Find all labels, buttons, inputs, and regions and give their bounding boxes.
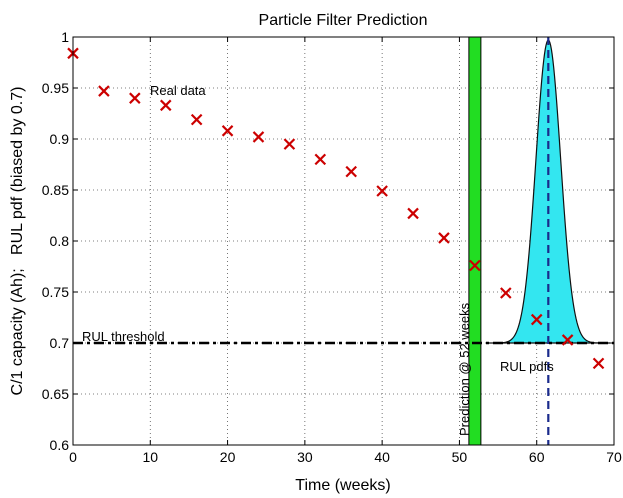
y-tick-label: 0.9 (50, 131, 70, 147)
y-axis-ticks: 0.6 0.65 0.7 0.75 0.8 0.85 0.9 0.95 1 (42, 29, 614, 453)
data-point (159, 99, 172, 112)
data-point (314, 153, 327, 166)
data-point (500, 287, 512, 299)
data-point (98, 85, 110, 97)
rul-threshold-label: RUL threshold (82, 329, 165, 344)
x-tick-label: 10 (142, 449, 158, 465)
data-point (221, 125, 234, 137)
prediction-label: Prediction @ 52 weeks (457, 302, 472, 436)
y-tick-label: 0.8 (50, 233, 70, 249)
data-point-stroke (221, 125, 234, 137)
data-point (561, 334, 574, 346)
real-data-annotation: Real data (150, 83, 206, 98)
data-point-stroke (407, 207, 419, 220)
data-point (190, 113, 203, 126)
data-point (438, 232, 450, 244)
data-point (252, 131, 265, 143)
x-axis-ticks: 0 10 20 30 40 50 60 70 (69, 37, 622, 465)
data-points-layer (67, 47, 605, 370)
y-tick-label: 0.85 (42, 182, 69, 198)
data-point (376, 185, 388, 197)
x-tick-label: 30 (297, 449, 313, 465)
data-point (469, 259, 481, 272)
data-point (345, 165, 358, 178)
x-tick-label: 70 (606, 449, 622, 465)
data-point (530, 313, 543, 326)
x-axis-label: Time (weeks) (295, 477, 390, 494)
x-tick-label: 50 (452, 449, 468, 465)
data-point-stroke (345, 165, 358, 178)
data-point-stroke (129, 92, 141, 104)
data-point-stroke (530, 313, 543, 326)
x-tick-label: 20 (220, 449, 236, 465)
x-tick-label: 60 (529, 449, 545, 465)
data-point (283, 138, 296, 150)
y-tick-label: 0.7 (50, 335, 70, 351)
data-point (592, 357, 605, 370)
data-point-stroke (438, 232, 450, 244)
data-point-stroke (561, 334, 574, 346)
y-tick-label: 1 (61, 29, 69, 45)
x-tick-label: 40 (374, 449, 390, 465)
rul-pdfs-label: RUL pdfs (500, 359, 554, 374)
data-point-stroke (159, 99, 172, 112)
data-point-stroke (314, 153, 327, 166)
data-point-stroke (98, 85, 110, 97)
y-axis-label: C/1 capacity (Ah); RUL pdf (biased by 0.… (9, 87, 26, 396)
data-point-stroke (190, 113, 203, 126)
y-tick-label: 0.6 (50, 437, 70, 453)
data-point (407, 207, 419, 220)
data-point (129, 92, 141, 104)
data-point-stroke (500, 287, 512, 299)
data-point-stroke (592, 357, 605, 370)
data-point-stroke (469, 259, 481, 272)
plot-area (73, 37, 614, 445)
data-point-stroke (283, 138, 296, 150)
y-tick-label: 0.95 (42, 80, 69, 96)
data-point-stroke (376, 185, 388, 197)
y-tick-label: 0.75 (42, 284, 69, 300)
y-tick-label: 0.65 (42, 386, 69, 402)
chart-title: Particle Filter Prediction (259, 12, 428, 29)
x-tick-label: 0 (69, 449, 77, 465)
data-point-stroke (252, 131, 265, 143)
